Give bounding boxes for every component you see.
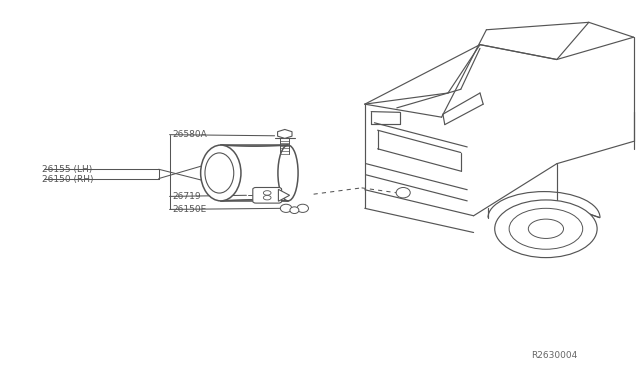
FancyBboxPatch shape [209, 143, 291, 203]
Text: 26155 (LH): 26155 (LH) [42, 165, 92, 174]
Ellipse shape [290, 207, 299, 214]
Text: 26150 (RH): 26150 (RH) [42, 175, 93, 184]
Ellipse shape [278, 145, 298, 201]
Text: 26580A: 26580A [173, 130, 207, 139]
Polygon shape [278, 189, 290, 201]
Polygon shape [278, 129, 292, 138]
Ellipse shape [396, 187, 410, 198]
Text: 26719: 26719 [173, 192, 202, 201]
Circle shape [264, 195, 271, 200]
Ellipse shape [201, 145, 241, 201]
Ellipse shape [205, 153, 234, 193]
Ellipse shape [280, 204, 292, 212]
Ellipse shape [495, 200, 597, 258]
Text: 26150E: 26150E [173, 205, 207, 214]
Text: R2630004: R2630004 [531, 351, 577, 360]
Ellipse shape [509, 208, 582, 249]
Ellipse shape [297, 204, 308, 212]
FancyBboxPatch shape [253, 187, 282, 203]
Circle shape [264, 191, 271, 195]
Ellipse shape [528, 219, 564, 238]
